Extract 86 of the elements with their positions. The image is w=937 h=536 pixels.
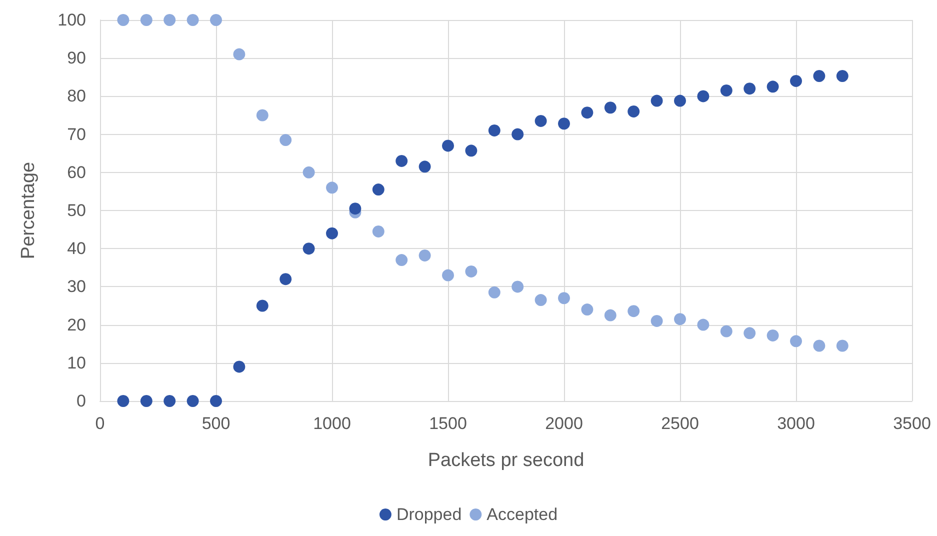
y-tick-label: 80 — [67, 86, 86, 106]
legend-label: Dropped — [396, 505, 462, 524]
point — [581, 304, 594, 316]
point — [140, 14, 152, 26]
x-tick-label: 1500 — [429, 414, 467, 433]
point — [512, 280, 524, 293]
point — [256, 300, 268, 312]
point — [836, 340, 848, 352]
point — [326, 227, 338, 240]
point — [280, 273, 292, 286]
point — [256, 109, 268, 122]
point — [604, 102, 616, 114]
point — [465, 265, 478, 278]
point — [534, 294, 547, 306]
point — [628, 105, 640, 118]
x-tick-label: 3000 — [777, 414, 815, 433]
y-axis-title: Percentage — [18, 162, 39, 260]
point — [488, 124, 500, 136]
point — [790, 74, 802, 87]
point — [720, 325, 732, 338]
point — [233, 360, 246, 373]
point — [186, 395, 199, 407]
point — [720, 84, 732, 96]
y-tick-label: 50 — [67, 201, 86, 220]
y-tick-label: 30 — [67, 277, 86, 296]
point — [628, 305, 640, 318]
point — [442, 269, 454, 282]
point — [766, 329, 779, 342]
point — [210, 14, 222, 26]
y-tick-label: 20 — [67, 315, 86, 334]
point — [210, 395, 222, 407]
point — [233, 48, 246, 60]
point — [465, 144, 478, 157]
x-tick-label: 500 — [202, 414, 230, 433]
point — [836, 70, 848, 82]
point — [581, 106, 594, 119]
point — [418, 160, 431, 173]
point — [674, 94, 686, 107]
point — [558, 118, 570, 130]
point — [697, 90, 710, 102]
point — [488, 286, 500, 298]
point — [813, 340, 826, 352]
y-tick-label: 10 — [67, 353, 86, 372]
y-tick-label: 100 — [58, 10, 86, 30]
x-tick-label: 3500 — [893, 414, 931, 433]
x-tick-label: 2000 — [545, 414, 583, 433]
point — [534, 114, 547, 127]
point — [117, 395, 130, 407]
point — [650, 94, 663, 107]
point — [396, 254, 408, 266]
point — [697, 318, 710, 331]
y-tick-label: 70 — [67, 124, 86, 144]
point — [372, 225, 384, 238]
point — [790, 335, 802, 348]
point — [674, 313, 686, 326]
point — [140, 395, 152, 407]
point — [604, 309, 616, 322]
point — [418, 249, 431, 262]
point — [186, 14, 199, 26]
point — [349, 202, 362, 215]
point — [813, 70, 826, 82]
point — [442, 140, 454, 152]
y-tick-label: 40 — [67, 239, 86, 258]
y-tick-label: 60 — [67, 162, 86, 182]
point — [302, 242, 315, 255]
point — [396, 154, 408, 167]
y-tick-label: 90 — [67, 48, 86, 68]
point — [117, 14, 130, 26]
x-tick-label: 2500 — [661, 414, 699, 433]
point — [280, 134, 292, 146]
y-tick-label: 0 — [76, 392, 86, 410]
point — [372, 184, 384, 196]
point — [164, 14, 176, 26]
x-tick-label: 1000 — [313, 414, 351, 433]
point — [512, 128, 524, 140]
legend-label: Accepted — [486, 505, 558, 524]
x-axis-title: Packets pr second — [428, 450, 584, 471]
point — [744, 327, 756, 340]
point — [650, 314, 663, 327]
point — [558, 292, 570, 304]
point — [326, 182, 338, 194]
point — [164, 395, 176, 407]
point — [744, 82, 756, 95]
point — [766, 80, 779, 93]
x-tick-label: 0 — [95, 414, 105, 433]
point — [302, 166, 315, 178]
